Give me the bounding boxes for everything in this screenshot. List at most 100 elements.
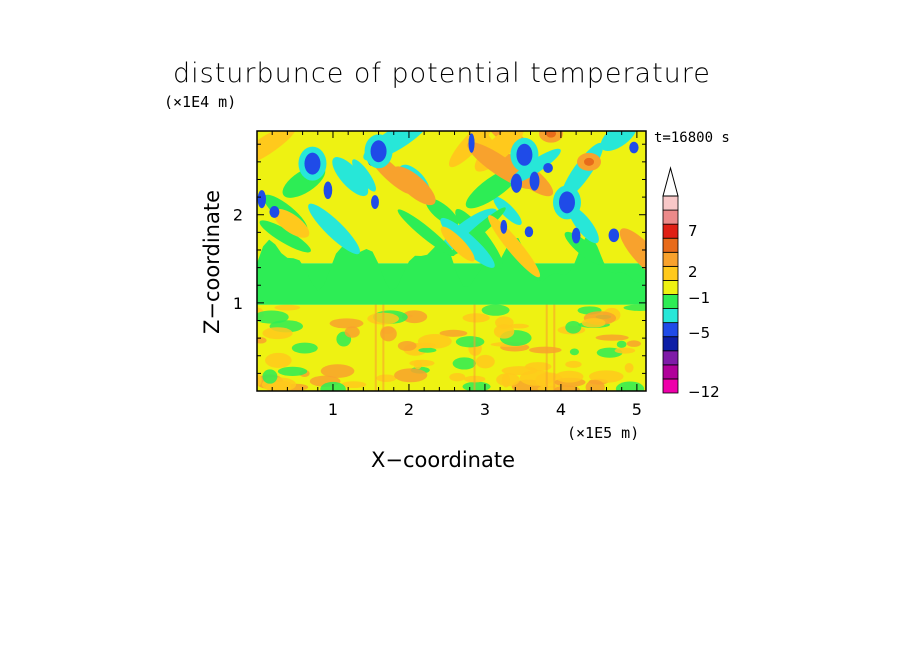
cold-cell [524,226,534,238]
texture-patch [565,321,582,334]
feature-max-5 [584,157,595,166]
x-tick-label: 4 [556,400,566,419]
x-tick-label: 5 [632,400,642,419]
feature-max-4 [546,131,557,138]
texture-patch [626,340,641,347]
texture-patch [394,368,428,383]
texture-patch [262,369,278,384]
texture-patch [555,370,584,383]
texture-patch [462,381,491,391]
texture-patch [452,357,476,370]
y-tick-label: 2 [233,206,243,225]
texture-patch [257,310,289,324]
wave-band [440,217,495,268]
cold-cell [500,219,508,234]
texture-patch [565,360,582,368]
cold-cell [323,181,333,200]
texture-patch [589,370,624,383]
colorbar-extend-arrow [662,166,679,197]
texture-patch [291,342,318,354]
texture-patch [493,324,515,339]
cold-cell [371,195,379,210]
plot-frame [256,130,647,392]
colorbar-level [662,364,679,380]
streak [545,302,548,391]
texture-patch [273,381,292,388]
texture-patch [262,327,293,340]
wave-band [600,131,638,151]
x-axis-unit: (×1E5 m) [567,424,640,442]
texture-patch [624,362,634,373]
texture-patch [401,310,428,324]
texture-patch [569,348,580,356]
texture-patch [509,323,529,329]
texture-patch [449,372,466,382]
texture-patch [344,326,360,338]
colorbar-level [662,350,679,366]
texture-patch [257,373,262,387]
texture-patch [329,318,364,329]
colorbar-level [662,294,679,309]
wave-band [510,148,561,184]
streak [553,302,556,391]
texture-patch [413,342,436,349]
texture-patch [257,337,267,344]
texture-patch [265,352,292,368]
texture-patch [413,360,422,370]
colorbar-level [662,322,679,338]
colorbar-label: −1 [688,289,710,307]
cold-cell [529,171,540,191]
texture-patch [615,381,645,391]
texture-patch [581,318,606,328]
wave-band [568,206,599,244]
wave-band [425,198,459,227]
texture-patch [376,374,397,382]
cold-cell [468,133,475,153]
texture-patch [397,340,417,351]
colorbar-level [662,336,679,352]
cold-cell [510,173,523,193]
texture-patch [475,354,495,369]
streak [374,302,377,391]
texture-patch [277,366,308,377]
time-label: t=16800 s [654,130,730,146]
wave-band [257,131,297,168]
colorbar-level [662,308,679,324]
streak [473,302,476,391]
cold-cell [269,205,280,218]
wave-band [493,196,522,225]
colorbar-level [662,223,679,239]
wave-band [392,166,436,206]
colorbar-level [662,378,679,394]
chart-title: disturbunce of potential temperature [173,58,711,89]
feature-min-3 [370,140,387,163]
x-tick-label: 1 [328,400,338,419]
texture-patch [501,373,510,388]
texture-patch [595,334,629,341]
x-tick-label: 3 [480,400,490,419]
texture-patch [623,304,646,311]
colorbar-level [662,209,679,225]
cold-cell [257,190,267,209]
texture-patch [616,340,627,348]
colorbar-level [662,265,679,281]
wave-band [619,228,646,281]
feature-min-2 [304,152,321,175]
colorbar-label: 2 [688,263,698,281]
texture-patch [519,370,555,386]
cold-cell [629,141,639,154]
x-tick-label: 2 [404,400,414,419]
x-axis-label: X−coordinate [371,448,515,472]
colorbar-level [662,195,679,211]
colorbar-label: −12 [688,383,720,401]
colorbar-level [662,251,679,267]
cold-cell [608,228,620,243]
texture-patch [340,381,367,389]
texture-patch [320,364,355,378]
wave-band [259,220,311,253]
wave-band [352,159,377,192]
z-axis-unit: (×1E4 m) [164,93,237,111]
wave-band [273,208,310,238]
